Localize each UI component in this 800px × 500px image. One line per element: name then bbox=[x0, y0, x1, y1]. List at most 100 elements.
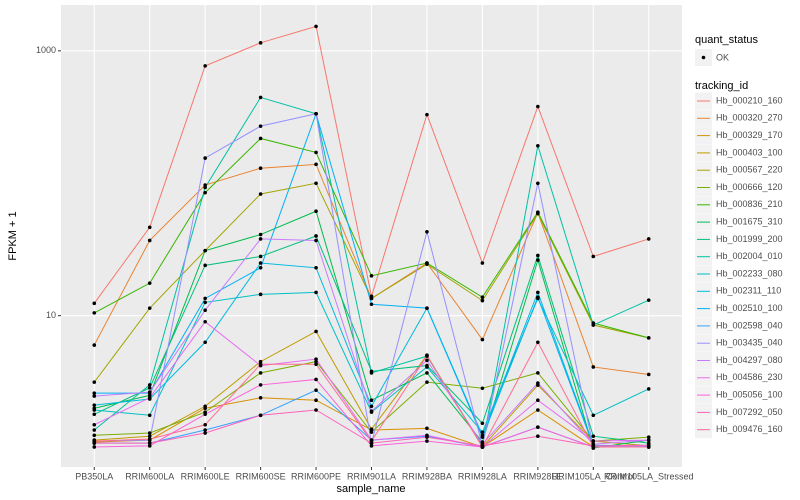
data-point bbox=[646, 372, 651, 377]
data-point bbox=[258, 362, 263, 367]
legend-label: Hb_002233_080 bbox=[716, 268, 783, 278]
data-point bbox=[536, 340, 540, 345]
data-point bbox=[147, 281, 152, 285]
legend-label: Hb_004586_230 bbox=[716, 372, 783, 382]
legend-title: tracking_id bbox=[695, 80, 748, 92]
data-point bbox=[258, 192, 263, 196]
data-point bbox=[258, 237, 263, 241]
data-point bbox=[480, 445, 485, 449]
data-point bbox=[480, 386, 485, 391]
data-point bbox=[314, 329, 318, 334]
data-point bbox=[480, 430, 485, 434]
data-point bbox=[147, 306, 152, 310]
data-point bbox=[258, 265, 263, 270]
data-point bbox=[591, 439, 596, 443]
data-point bbox=[425, 261, 429, 265]
data-point bbox=[147, 437, 152, 441]
data-point bbox=[147, 238, 152, 243]
data-point bbox=[314, 290, 318, 295]
data-point bbox=[480, 298, 485, 303]
data-point bbox=[92, 433, 97, 438]
data-point bbox=[425, 371, 429, 375]
legend-label: Hb_007292_050 bbox=[716, 407, 783, 417]
data-point bbox=[147, 395, 152, 400]
data-point bbox=[92, 343, 97, 347]
y-tick-label: 10 bbox=[46, 310, 56, 320]
data-point bbox=[258, 136, 263, 141]
data-point bbox=[92, 412, 97, 417]
data-point bbox=[369, 427, 374, 431]
data-point bbox=[203, 404, 207, 409]
data-point bbox=[536, 104, 540, 109]
x-tick-label: PB350LA bbox=[75, 471, 113, 481]
legend-label: Hb_002510_100 bbox=[716, 303, 783, 313]
data-point bbox=[203, 308, 207, 313]
y-tick-label: 1000 bbox=[36, 45, 56, 55]
data-point bbox=[425, 306, 429, 310]
legend-label: Hb_000329_170 bbox=[716, 130, 783, 140]
data-point bbox=[314, 359, 318, 364]
data-point bbox=[147, 441, 152, 445]
data-point bbox=[646, 438, 651, 442]
data-point bbox=[203, 340, 207, 345]
x-tick-label: RRIM105LA_Control bbox=[552, 471, 635, 481]
data-point bbox=[536, 371, 540, 375]
data-point bbox=[203, 248, 207, 253]
data-point bbox=[425, 230, 429, 234]
data-point bbox=[258, 359, 263, 364]
data-point bbox=[369, 404, 374, 409]
x-tick-label: RRIM105LA_Stressed bbox=[604, 471, 694, 481]
legend-label: Hb_000836_210 bbox=[716, 199, 783, 209]
data-point bbox=[203, 156, 207, 160]
x-axis-title: sample_name bbox=[336, 483, 405, 495]
data-point bbox=[92, 380, 97, 384]
data-point bbox=[314, 24, 318, 29]
data-point bbox=[314, 111, 318, 116]
data-point bbox=[92, 403, 97, 407]
data-point bbox=[480, 261, 485, 265]
data-point bbox=[92, 311, 97, 315]
legend-label: Hb_009476_160 bbox=[716, 424, 783, 434]
data-point bbox=[314, 209, 318, 214]
data-point bbox=[591, 445, 596, 449]
data-point bbox=[258, 232, 263, 237]
data-point bbox=[536, 425, 540, 429]
data-point bbox=[369, 439, 374, 443]
data-point bbox=[147, 434, 152, 439]
data-point bbox=[314, 357, 318, 361]
data-point bbox=[369, 371, 374, 375]
data-point bbox=[314, 162, 318, 167]
data-point bbox=[480, 421, 485, 426]
legend-label: Hb_003435_040 bbox=[716, 338, 783, 348]
data-point bbox=[203, 190, 207, 195]
data-point bbox=[92, 445, 97, 449]
data-point bbox=[147, 413, 152, 418]
data-point bbox=[425, 365, 429, 369]
data-point bbox=[425, 435, 429, 439]
data-point bbox=[536, 290, 540, 295]
data-point bbox=[369, 430, 374, 434]
x-tick-label: RRIM901LA bbox=[347, 471, 396, 481]
data-point bbox=[258, 395, 263, 400]
data-point bbox=[369, 302, 374, 307]
x-tick-label: RRIM928LE bbox=[513, 471, 562, 481]
data-point bbox=[314, 398, 318, 403]
data-point bbox=[314, 388, 318, 392]
legend-point bbox=[701, 55, 706, 60]
data-point bbox=[258, 41, 263, 45]
legend-label: Hb_000666_120 bbox=[716, 182, 783, 192]
data-point bbox=[314, 238, 318, 243]
legend-label: Hb_002311_110 bbox=[716, 286, 781, 296]
data-point bbox=[480, 435, 485, 439]
data-point bbox=[203, 64, 207, 68]
data-point bbox=[258, 124, 263, 128]
data-point bbox=[314, 265, 318, 270]
data-point bbox=[536, 253, 540, 258]
data-point bbox=[203, 319, 207, 324]
data-point bbox=[258, 371, 263, 375]
data-point bbox=[258, 292, 263, 297]
data-point bbox=[147, 390, 152, 394]
data-point bbox=[147, 225, 152, 230]
data-point bbox=[258, 413, 263, 418]
